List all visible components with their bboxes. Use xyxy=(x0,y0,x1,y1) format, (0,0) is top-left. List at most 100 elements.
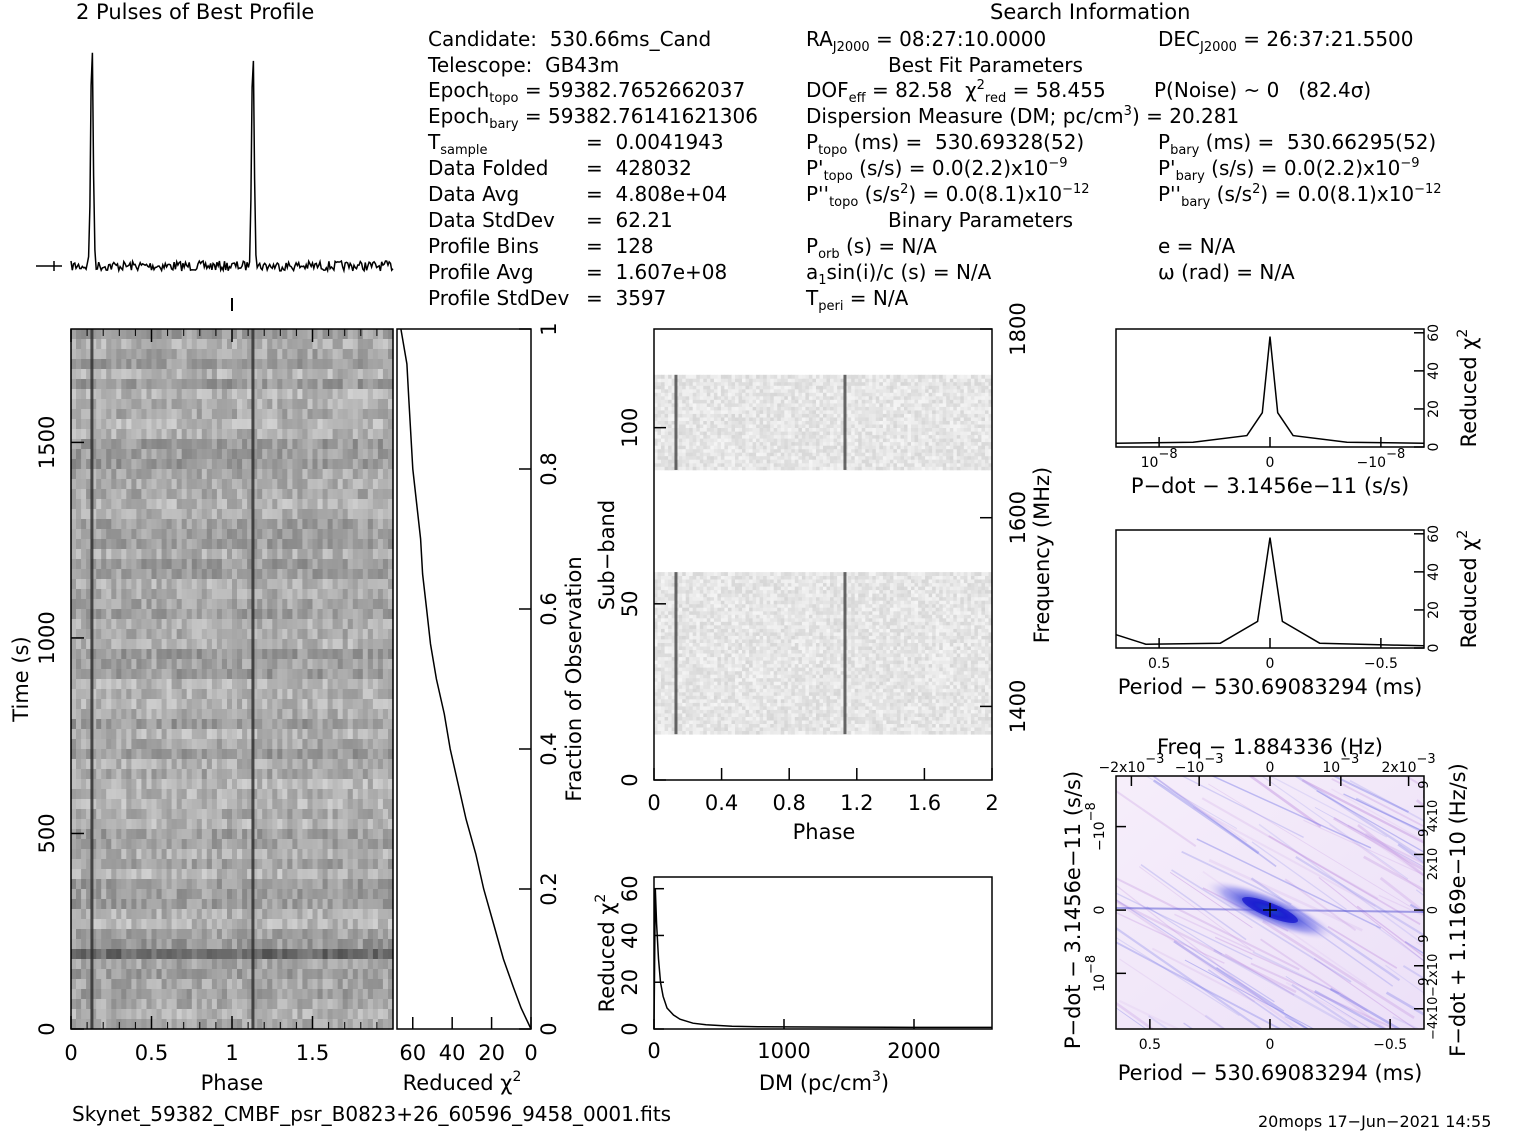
time-phase-cell xyxy=(267,819,273,830)
time-phase-cell xyxy=(171,629,178,640)
subband-cell xyxy=(914,720,919,724)
time-phase-cell xyxy=(221,689,228,700)
time-phase-cell xyxy=(357,709,364,720)
subband-cell xyxy=(918,720,923,724)
time-phase-cell xyxy=(216,909,223,920)
time-phase-cell xyxy=(191,749,198,760)
time-phase-cell xyxy=(352,879,359,890)
time-phase-cell xyxy=(151,599,158,610)
time-phase-cell xyxy=(161,909,168,920)
time-phase-cell xyxy=(91,819,97,830)
subband-cell xyxy=(865,730,870,735)
time-phase-cell xyxy=(176,919,183,930)
time-phase-cell xyxy=(242,579,248,590)
time-phase-cell xyxy=(211,669,218,680)
time-phase-cell xyxy=(327,509,334,520)
time-phase-cell xyxy=(106,549,112,560)
time-phase-cell xyxy=(247,729,253,740)
subband-cell xyxy=(840,720,845,724)
subband-cell xyxy=(854,723,859,728)
time-phase-cell xyxy=(362,869,369,880)
time-phase-cell xyxy=(71,579,77,590)
time-phase-cell xyxy=(277,899,283,910)
time-phase-cell xyxy=(166,979,173,990)
time-phase-cell xyxy=(166,929,173,940)
time-phase-cell xyxy=(242,369,248,380)
time-phase-cell xyxy=(347,789,354,800)
time-phase-cell xyxy=(116,379,122,390)
time-phase-cell xyxy=(116,579,122,590)
time-phase-cell xyxy=(312,999,319,1010)
subband-cell xyxy=(787,727,792,731)
time-phase-cell xyxy=(267,609,273,620)
time-phase-cell xyxy=(337,799,344,810)
time-phase-cell xyxy=(81,479,87,490)
time-phase-cell xyxy=(176,409,183,420)
time-phase-cell xyxy=(352,619,359,630)
subband-cell xyxy=(949,730,954,735)
time-phase-cell xyxy=(81,429,87,440)
time-phase-cell xyxy=(382,429,389,440)
time-phase-cell xyxy=(332,1009,339,1020)
time-phase-cell xyxy=(121,919,127,930)
time-phase-cell xyxy=(156,559,163,570)
time-phase-cell xyxy=(247,849,253,860)
time-phase-cell xyxy=(297,629,303,640)
time-phase-cell xyxy=(262,869,268,880)
subband-cell xyxy=(668,723,673,728)
time-phase-cell xyxy=(216,669,223,680)
time-phase-cell xyxy=(287,949,293,960)
time-phase-cell xyxy=(221,679,228,690)
time-phase-cell xyxy=(297,409,303,420)
time-phase-cell xyxy=(302,459,308,470)
time-phase-cell xyxy=(332,649,339,660)
subband-cell xyxy=(963,727,968,731)
time-phase-cell xyxy=(71,869,77,880)
time-phase-cell xyxy=(111,549,117,560)
time-phase-cell xyxy=(181,959,188,970)
time-phase-cell xyxy=(322,629,329,640)
pdot-topo-line: P'topo (s/s) = 0.0(2.2)x10−9 xyxy=(806,156,1068,184)
time-phase-cell xyxy=(216,429,223,440)
time-phase-cell xyxy=(257,479,263,490)
time-phase-cell xyxy=(227,469,233,480)
time-phase-cell xyxy=(131,939,137,950)
time-phase-cell xyxy=(267,389,273,400)
time-phase-cell xyxy=(131,469,137,480)
time-phase-cell xyxy=(372,729,379,740)
time-phase-cell xyxy=(121,969,127,980)
time-phase-cell xyxy=(121,489,127,500)
time-phase-cell xyxy=(171,799,178,810)
time-phase-cell xyxy=(322,329,329,340)
time-phase-cell xyxy=(322,549,329,560)
time-phase-cell xyxy=(297,869,303,880)
time-phase-cell xyxy=(332,589,339,600)
time-phase-cell xyxy=(136,409,142,420)
time-phase-cell xyxy=(206,469,213,480)
time-phase-cell xyxy=(267,659,273,670)
time-phase-cell xyxy=(126,729,132,740)
time-phase-cell xyxy=(176,1019,183,1030)
subband-cell xyxy=(981,727,986,731)
time-phase-cell xyxy=(176,619,183,630)
time-phase-cell xyxy=(96,739,102,750)
time-phase-cell xyxy=(357,619,364,630)
time-phase-cell xyxy=(136,649,142,660)
time-phase-cell xyxy=(96,819,102,830)
time-phase-cell xyxy=(372,999,379,1010)
time-phase-cell xyxy=(302,1009,308,1020)
subband-cell xyxy=(847,730,852,735)
time-phase-cell xyxy=(216,699,223,710)
time-phase-cell xyxy=(367,799,374,810)
time-phase-cell xyxy=(247,699,253,710)
time-phase-cell xyxy=(131,499,137,510)
time-phase-cell xyxy=(121,739,127,750)
time-phase-cell xyxy=(332,349,339,360)
time-phase-cell xyxy=(186,329,193,340)
time-phase-cell xyxy=(307,869,314,880)
time-phase-cell xyxy=(322,909,329,920)
time-phase-cell xyxy=(151,859,158,870)
time-phase-cell xyxy=(237,849,243,860)
time-phase-cell xyxy=(121,649,127,660)
subband-cell xyxy=(777,720,782,724)
